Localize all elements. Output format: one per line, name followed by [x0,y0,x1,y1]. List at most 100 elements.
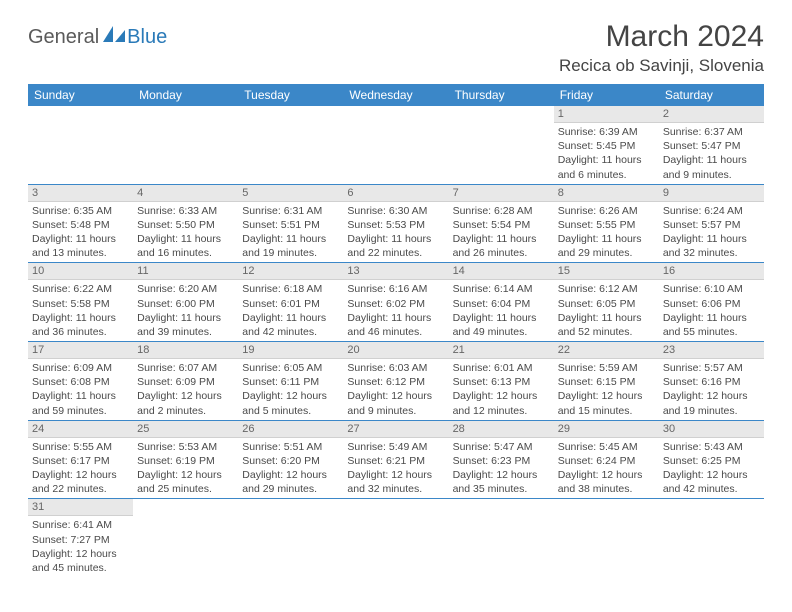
sunset-text: Sunset: 5:51 PM [242,218,339,232]
sunrise-text: Sunrise: 5:57 AM [663,361,760,375]
daylight-text: Daylight: 12 hours [137,389,234,403]
day-content: Sunrise: 6:24 AMSunset: 5:57 PMDaylight:… [659,202,764,263]
day-number: 13 [343,263,448,280]
calendar-day-cell: 20Sunrise: 6:03 AMSunset: 6:12 PMDayligh… [343,342,448,421]
daylight-text: and 19 minutes. [242,246,339,260]
sunset-text: Sunset: 6:24 PM [558,454,655,468]
weekday-header-row: Sunday Monday Tuesday Wednesday Thursday… [28,84,764,106]
calendar-day-cell [133,106,238,184]
sunrise-text: Sunrise: 6:33 AM [137,204,234,218]
sunset-text: Sunset: 5:50 PM [137,218,234,232]
day-number: 27 [343,421,448,438]
daylight-text: and 12 minutes. [453,404,550,418]
day-number: 17 [28,342,133,359]
weekday-header: Saturday [659,84,764,106]
day-content: Sunrise: 5:59 AMSunset: 6:15 PMDaylight:… [554,359,659,420]
sunrise-text: Sunrise: 6:03 AM [347,361,444,375]
day-content: Sunrise: 5:45 AMSunset: 6:24 PMDaylight:… [554,438,659,499]
calendar-day-cell: 1Sunrise: 6:39 AMSunset: 5:45 PMDaylight… [554,106,659,184]
sunset-text: Sunset: 6:16 PM [663,375,760,389]
daylight-text: and 42 minutes. [242,325,339,339]
day-number: 6 [343,185,448,202]
day-content: Sunrise: 6:18 AMSunset: 6:01 PMDaylight:… [238,280,343,341]
sunrise-text: Sunrise: 6:05 AM [242,361,339,375]
calendar-day-cell [238,499,343,577]
calendar-day-cell: 5Sunrise: 6:31 AMSunset: 5:51 PMDaylight… [238,184,343,263]
calendar-day-cell: 25Sunrise: 5:53 AMSunset: 6:19 PMDayligh… [133,420,238,499]
calendar-day-cell: 30Sunrise: 5:43 AMSunset: 6:25 PMDayligh… [659,420,764,499]
weekday-header: Tuesday [238,84,343,106]
calendar-week-row: 1Sunrise: 6:39 AMSunset: 5:45 PMDaylight… [28,106,764,184]
calendar-day-cell [343,499,448,577]
daylight-text: Daylight: 12 hours [347,389,444,403]
day-content: Sunrise: 6:33 AMSunset: 5:50 PMDaylight:… [133,202,238,263]
sunrise-text: Sunrise: 6:14 AM [453,282,550,296]
sunset-text: Sunset: 5:45 PM [558,139,655,153]
daylight-text: and 32 minutes. [663,246,760,260]
daylight-text: and 13 minutes. [32,246,129,260]
day-number: 2 [659,106,764,123]
sunrise-text: Sunrise: 6:16 AM [347,282,444,296]
day-content: Sunrise: 5:55 AMSunset: 6:17 PMDaylight:… [28,438,133,499]
daylight-text: and 55 minutes. [663,325,760,339]
sunset-text: Sunset: 6:05 PM [558,297,655,311]
daylight-text: Daylight: 12 hours [242,389,339,403]
sunrise-text: Sunrise: 6:18 AM [242,282,339,296]
sunrise-text: Sunrise: 6:28 AM [453,204,550,218]
sunrise-text: Sunrise: 6:37 AM [663,125,760,139]
daylight-text: Daylight: 12 hours [558,389,655,403]
calendar-day-cell: 2Sunrise: 6:37 AMSunset: 5:47 PMDaylight… [659,106,764,184]
day-number: 10 [28,263,133,280]
calendar-week-row: 31Sunrise: 6:41 AMSunset: 7:27 PMDayligh… [28,499,764,577]
day-content: Sunrise: 6:14 AMSunset: 6:04 PMDaylight:… [449,280,554,341]
calendar-week-row: 3Sunrise: 6:35 AMSunset: 5:48 PMDaylight… [28,184,764,263]
day-content: Sunrise: 5:51 AMSunset: 6:20 PMDaylight:… [238,438,343,499]
sunrise-text: Sunrise: 6:24 AM [663,204,760,218]
calendar-day-cell: 22Sunrise: 5:59 AMSunset: 6:15 PMDayligh… [554,342,659,421]
daylight-text: and 22 minutes. [32,482,129,496]
daylight-text: Daylight: 11 hours [347,311,444,325]
calendar-day-cell: 12Sunrise: 6:18 AMSunset: 6:01 PMDayligh… [238,263,343,342]
day-number: 22 [554,342,659,359]
daylight-text: and 26 minutes. [453,246,550,260]
header: General Blue March 2024 Recica ob Savinj… [28,20,764,76]
weekday-header: Monday [133,84,238,106]
calendar-day-cell: 17Sunrise: 6:09 AMSunset: 6:08 PMDayligh… [28,342,133,421]
day-content: Sunrise: 6:09 AMSunset: 6:08 PMDaylight:… [28,359,133,420]
day-content: Sunrise: 6:20 AMSunset: 6:00 PMDaylight:… [133,280,238,341]
calendar-day-cell: 13Sunrise: 6:16 AMSunset: 6:02 PMDayligh… [343,263,448,342]
title-block: March 2024 Recica ob Savinji, Slovenia [559,20,764,76]
month-title: March 2024 [559,20,764,54]
weekday-header: Wednesday [343,84,448,106]
daylight-text: Daylight: 11 hours [558,232,655,246]
sunset-text: Sunset: 6:21 PM [347,454,444,468]
day-content: Sunrise: 6:10 AMSunset: 6:06 PMDaylight:… [659,280,764,341]
weekday-header: Sunday [28,84,133,106]
daylight-text: and 29 minutes. [558,246,655,260]
daylight-text: and 9 minutes. [347,404,444,418]
day-number: 16 [659,263,764,280]
day-content: Sunrise: 6:35 AMSunset: 5:48 PMDaylight:… [28,202,133,263]
calendar-day-cell: 27Sunrise: 5:49 AMSunset: 6:21 PMDayligh… [343,420,448,499]
sunset-text: Sunset: 6:08 PM [32,375,129,389]
sunset-text: Sunset: 6:25 PM [663,454,760,468]
calendar-day-cell: 16Sunrise: 6:10 AMSunset: 6:06 PMDayligh… [659,263,764,342]
daylight-text: Daylight: 12 hours [137,468,234,482]
sunset-text: Sunset: 6:00 PM [137,297,234,311]
calendar-day-cell [238,106,343,184]
calendar-day-cell: 21Sunrise: 6:01 AMSunset: 6:13 PMDayligh… [449,342,554,421]
sunrise-text: Sunrise: 5:51 AM [242,440,339,454]
sunrise-text: Sunrise: 6:07 AM [137,361,234,375]
calendar-day-cell: 31Sunrise: 6:41 AMSunset: 7:27 PMDayligh… [28,499,133,577]
calendar-day-cell: 6Sunrise: 6:30 AMSunset: 5:53 PMDaylight… [343,184,448,263]
day-number: 4 [133,185,238,202]
day-content: Sunrise: 6:26 AMSunset: 5:55 PMDaylight:… [554,202,659,263]
day-content: Sunrise: 6:07 AMSunset: 6:09 PMDaylight:… [133,359,238,420]
sunset-text: Sunset: 6:17 PM [32,454,129,468]
sunset-text: Sunset: 5:53 PM [347,218,444,232]
calendar-day-cell [659,499,764,577]
daylight-text: and 39 minutes. [137,325,234,339]
sunset-text: Sunset: 6:04 PM [453,297,550,311]
calendar-day-cell [133,499,238,577]
day-content: Sunrise: 6:28 AMSunset: 5:54 PMDaylight:… [449,202,554,263]
